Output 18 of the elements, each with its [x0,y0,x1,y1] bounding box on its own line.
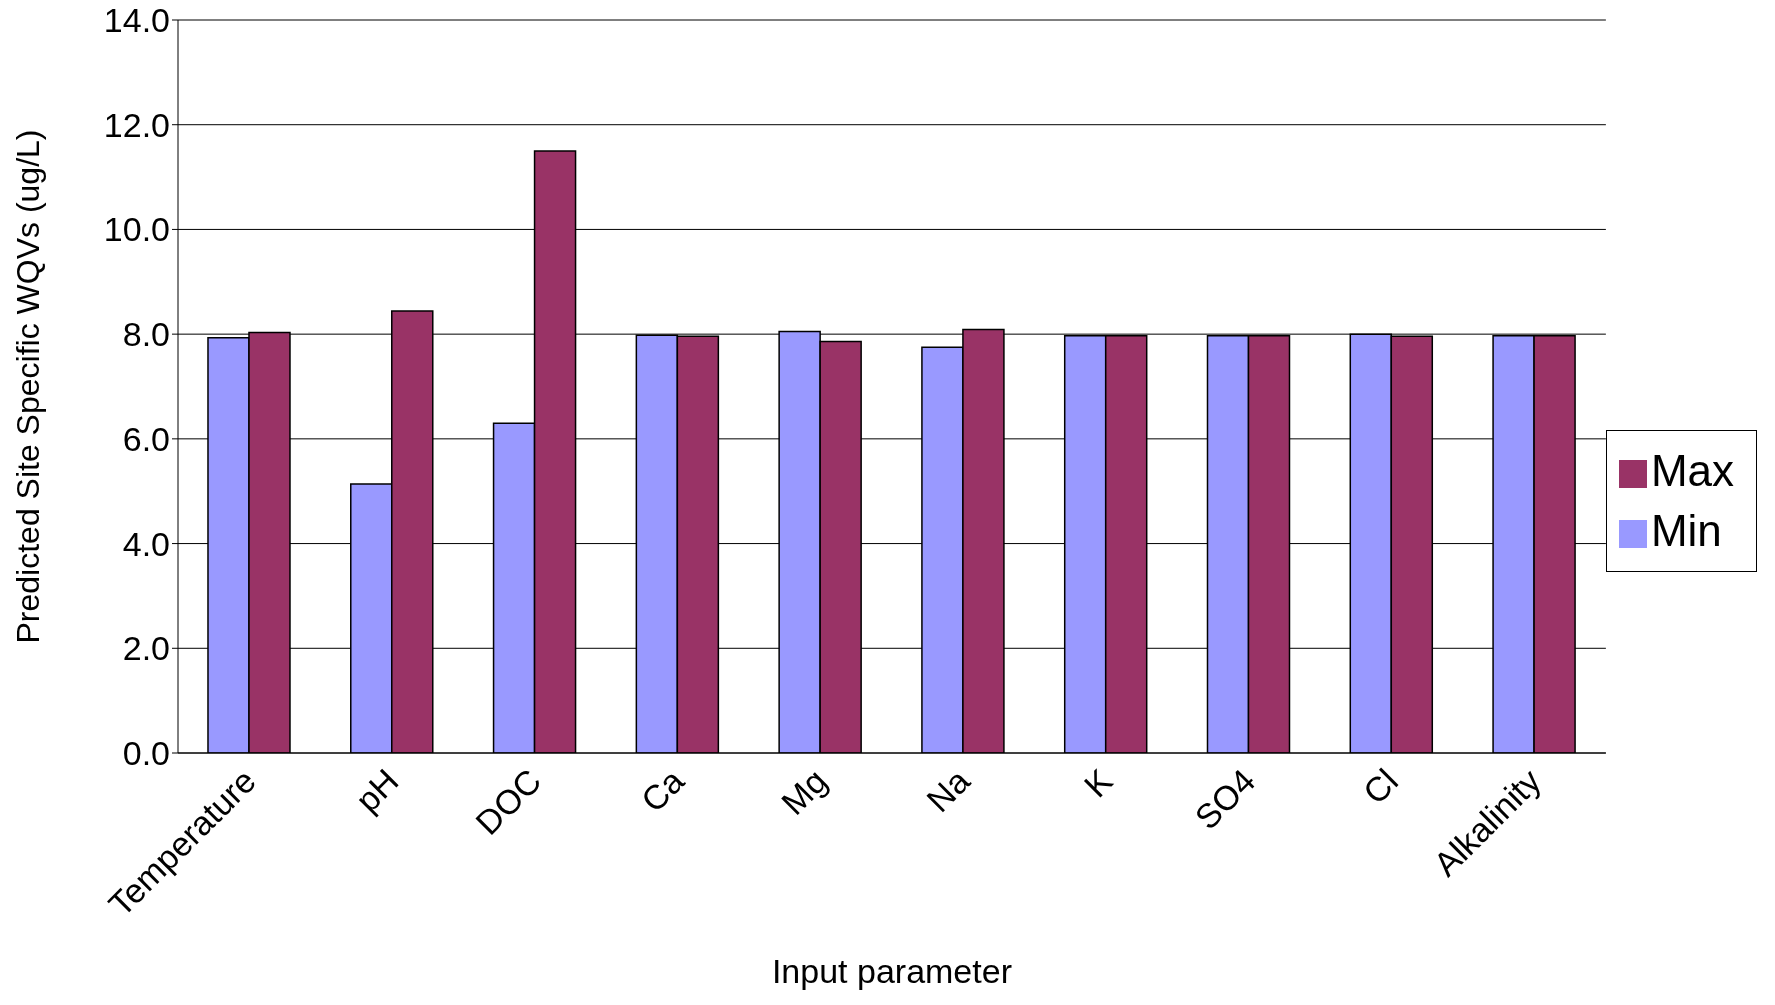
y-tick-label: 14.0 [103,1,170,40]
x-tick-label: K [1076,761,1120,805]
legend-label: Max [1650,445,1734,495]
y-tick-label: 10.0 [103,210,170,249]
x-tick-label: pH [348,761,406,820]
x-tick-label: Na [919,761,977,820]
y-tick-label: 4.0 [122,524,170,563]
y-tick-label: 6.0 [122,419,170,458]
y-tick-label: 8.0 [122,315,170,354]
x-axis-title: Input parameter [771,952,1012,990]
y-tick-label: 0.0 [122,734,170,773]
y-tick-label: 2.0 [122,629,170,668]
y-axis-title: Predicted Site Specific WQVs (ug/L) [10,129,47,644]
legend-label: Min [1650,505,1722,555]
x-tick-label: Mg [773,761,834,822]
x-tick-label: Cl [1355,761,1406,812]
y-tick-label: 12.0 [103,105,170,144]
x-tick-label: Ca [633,761,692,820]
